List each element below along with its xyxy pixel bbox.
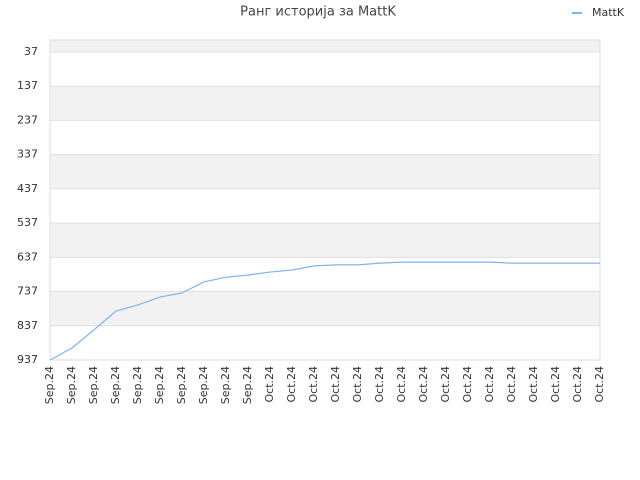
band [50,291,600,326]
plot-border [49,39,601,361]
x-tick-label: Oct.24 [571,366,584,403]
x-tick-label: Sep.24 [87,366,100,404]
x-tick-label: Sep.24 [175,366,188,404]
y-tick-label: 837 [17,319,38,332]
band [50,154,600,189]
x-tick-label: Oct.24 [263,366,276,403]
chart-title: Ранг историја за MattK [240,5,396,20]
x-tick-label: Oct.24 [373,366,386,403]
x-tick-label: Oct.24 [417,366,430,403]
x-tick-label: Oct.24 [307,366,320,403]
x-tick-label: Oct.24 [549,366,562,403]
band [50,223,600,258]
x-tick-label: Sep.24 [197,366,210,404]
x-tick-label: Sep.24 [131,366,144,404]
x-tick-label: Sep.24 [65,366,78,404]
x-tick-label: Oct.24 [593,366,606,403]
band [50,86,600,121]
x-tick-label: Sep.24 [219,366,232,404]
x-tick-label: Sep.24 [241,366,254,404]
x-tick-label: Oct.24 [439,366,452,403]
x-tick-label: Oct.24 [351,366,364,403]
x-tick-label: Oct.24 [395,366,408,403]
x-tick-label: Oct.24 [505,366,518,403]
y-tick-label: 237 [17,113,38,126]
legend-label: MattK [592,6,625,19]
y-tick-label: 937 [17,353,38,366]
x-tick-label: Sep.24 [153,366,166,404]
x-tick-label: Oct.24 [285,366,298,403]
x-tick-label: Oct.24 [527,366,540,403]
y-tick-label: 337 [17,148,38,161]
x-tick-label: Oct.24 [483,366,496,403]
x-tick-label: Oct.24 [329,366,342,403]
y-tick-label: 537 [17,216,38,229]
x-tick-label: Sep.24 [109,366,122,404]
y-tick-label: 137 [17,79,38,92]
y-tick-label: 37 [24,45,38,58]
line [49,261,600,361]
y-tick-label: 737 [17,285,38,298]
y-tick-label: 437 [17,182,38,195]
y-tick-label: 637 [17,250,38,263]
x-tick-label: Sep.24 [43,366,56,404]
band [50,40,600,52]
x-tick-label: Oct.24 [461,366,474,403]
